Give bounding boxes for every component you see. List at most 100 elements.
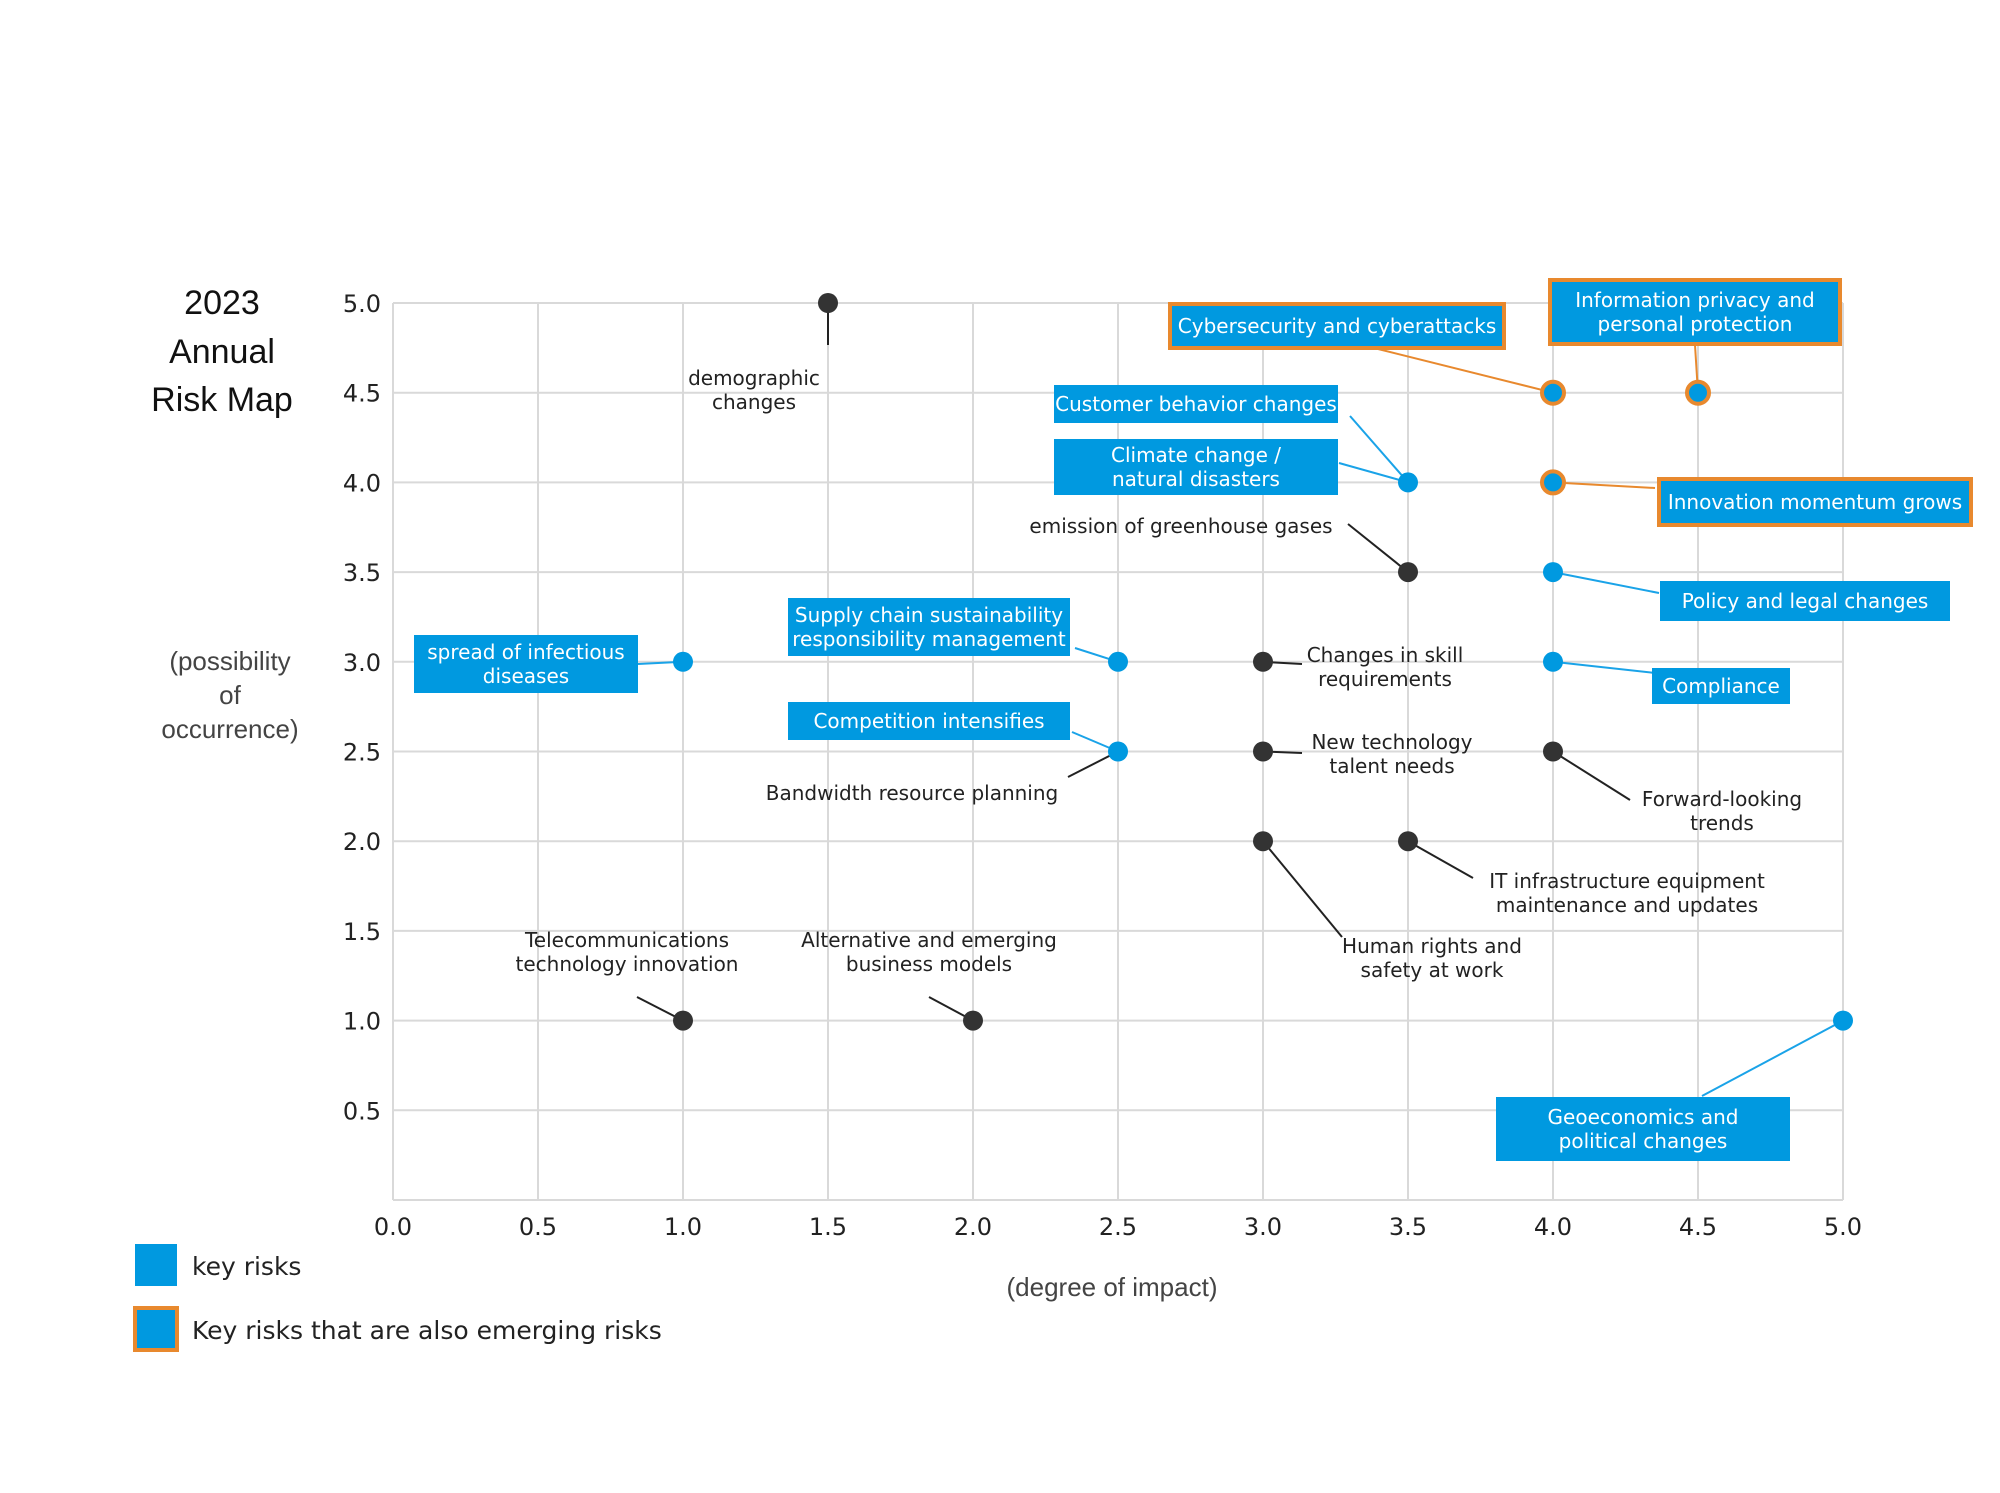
risk-label: Bandwidth resource planning [766, 781, 1058, 805]
risk-label-text: Forward-looking [1642, 787, 1802, 811]
risk-label-text: changes [712, 390, 796, 414]
y-tick-label: 3.0 [343, 649, 381, 677]
leader-line [1349, 415, 1409, 484]
risk-point [963, 1010, 983, 1031]
risk-label-box [1657, 477, 1973, 527]
leader-line [1552, 750, 1631, 801]
risk-label: Cybersecurity and cyberattacks [1168, 302, 1506, 350]
risk-label-box [414, 635, 638, 693]
risk-point [1543, 562, 1563, 583]
y-tick-label: 1.0 [343, 1008, 381, 1036]
x-tick-label: 2.5 [1099, 1213, 1137, 1241]
risk-label-text: Telecommunications [524, 928, 729, 952]
risk-label-box [1652, 668, 1790, 704]
risk-label-text: emission of greenhouse gases [1029, 514, 1332, 538]
risk-label-text: personal protection [1598, 312, 1793, 336]
risk-label-text: responsibility management [792, 627, 1066, 651]
x-tick-label: 4.0 [1534, 1213, 1572, 1241]
risk-label-box [1168, 302, 1506, 350]
risk-label-text: Human rights and [1342, 934, 1522, 958]
risk-label-text: Policy and legal changes [1682, 589, 1929, 613]
risk-point [1543, 651, 1563, 672]
risk-label-text: spread of infectious [427, 640, 624, 664]
chart-title: 2023 Annual Risk Map [151, 284, 293, 419]
leader-line [1338, 462, 1409, 484]
risk-label-box [1660, 581, 1950, 621]
risk-label-text: demographic [688, 366, 820, 390]
y-axis-title-line: occurrence) [161, 714, 298, 744]
risk-label-text: Bandwidth resource planning [766, 781, 1058, 805]
y-tick-label: 1.5 [343, 918, 381, 946]
risk-point [1540, 469, 1566, 496]
risk-label-text: Changes in skill [1307, 643, 1464, 667]
risk-label-text: Geoeconomics and [1548, 1105, 1739, 1129]
leader-line [1347, 523, 1409, 573]
x-tick-label: 1.0 [664, 1213, 702, 1241]
risk-label-text: Supply chain sustainability [795, 603, 1063, 627]
risk-label-text: diseases [483, 664, 569, 688]
y-tick-label: 5.0 [343, 290, 381, 318]
x-tick-label: 2.0 [954, 1213, 992, 1241]
risk-label: Customer behavior changes [1054, 385, 1338, 423]
risk-point [1108, 651, 1128, 672]
y-axis-title: (possibility of occurrence) [161, 646, 298, 744]
risk-point [1253, 831, 1273, 852]
leader-line [1552, 481, 1656, 489]
risk-label-text: talent needs [1329, 754, 1454, 778]
legend-swatch-emerging-risks [133, 1306, 179, 1352]
x-tick-label: 3.5 [1389, 1213, 1427, 1241]
risk-label-text: IT infrastructure equipment [1489, 869, 1765, 893]
leader-line [1369, 346, 1554, 394]
leader-line [1407, 840, 1474, 879]
x-tick-label: 5.0 [1824, 1213, 1862, 1241]
y-axis-title-line: (possibility [169, 646, 290, 676]
risk-point [1108, 741, 1128, 762]
risk-label-box [1548, 278, 1842, 346]
y-tick-label: 2.5 [343, 739, 381, 767]
risk-label-text: requirements [1318, 667, 1452, 691]
risk-label-text: Climate change / [1111, 443, 1281, 467]
risk-label-text: Information privacy and [1575, 288, 1815, 312]
risk-label-text: Innovation momentum grows [1668, 490, 1962, 514]
legend: key risks Key risks that are also emergi… [133, 1244, 662, 1352]
risk-point [1685, 379, 1711, 406]
risk-label-box [1496, 1097, 1790, 1161]
leader-line [1552, 571, 1660, 594]
axis-ticks: 0.0 0.5 1.0 1.5 2.0 2.5 3.0 3.5 4.0 4.5 5.0 5.0 4.5 4… [343, 290, 1862, 1241]
risk-point [1543, 741, 1563, 762]
risk-label: Supply chain sustainabilityresponsibilit… [788, 598, 1070, 656]
risk-label: emission of greenhouse gases [1029, 514, 1332, 538]
risk-label: Compliance [1652, 668, 1790, 704]
risk-label-box [1054, 439, 1338, 495]
chart-title-line: 2023 [184, 284, 260, 322]
risk-point [1398, 831, 1418, 852]
y-tick-label: 2.0 [343, 828, 381, 856]
risk-label-text: technology innovation [516, 952, 739, 976]
risk-point [673, 1010, 693, 1031]
chart-title-line: Risk Map [151, 381, 293, 419]
risk-label-text: maintenance and updates [1496, 893, 1758, 917]
risk-point [1253, 741, 1273, 762]
risk-label: Competition intensifies [788, 702, 1070, 740]
leader-line [1262, 840, 1343, 938]
risk-point [818, 293, 838, 313]
risk-points [673, 293, 1853, 1031]
risk-point [1398, 562, 1418, 583]
risk-point [1540, 379, 1566, 406]
y-tick-label: 4.5 [343, 380, 381, 408]
x-tick-label: 4.5 [1679, 1213, 1717, 1241]
x-tick-label: 0.0 [374, 1213, 412, 1241]
risk-point [1253, 651, 1273, 672]
leader-line [1701, 1019, 1844, 1097]
chart-title-line: Annual [169, 333, 275, 371]
legend-label-key-risks: key risks [192, 1252, 301, 1281]
risk-label-box [788, 702, 1070, 740]
